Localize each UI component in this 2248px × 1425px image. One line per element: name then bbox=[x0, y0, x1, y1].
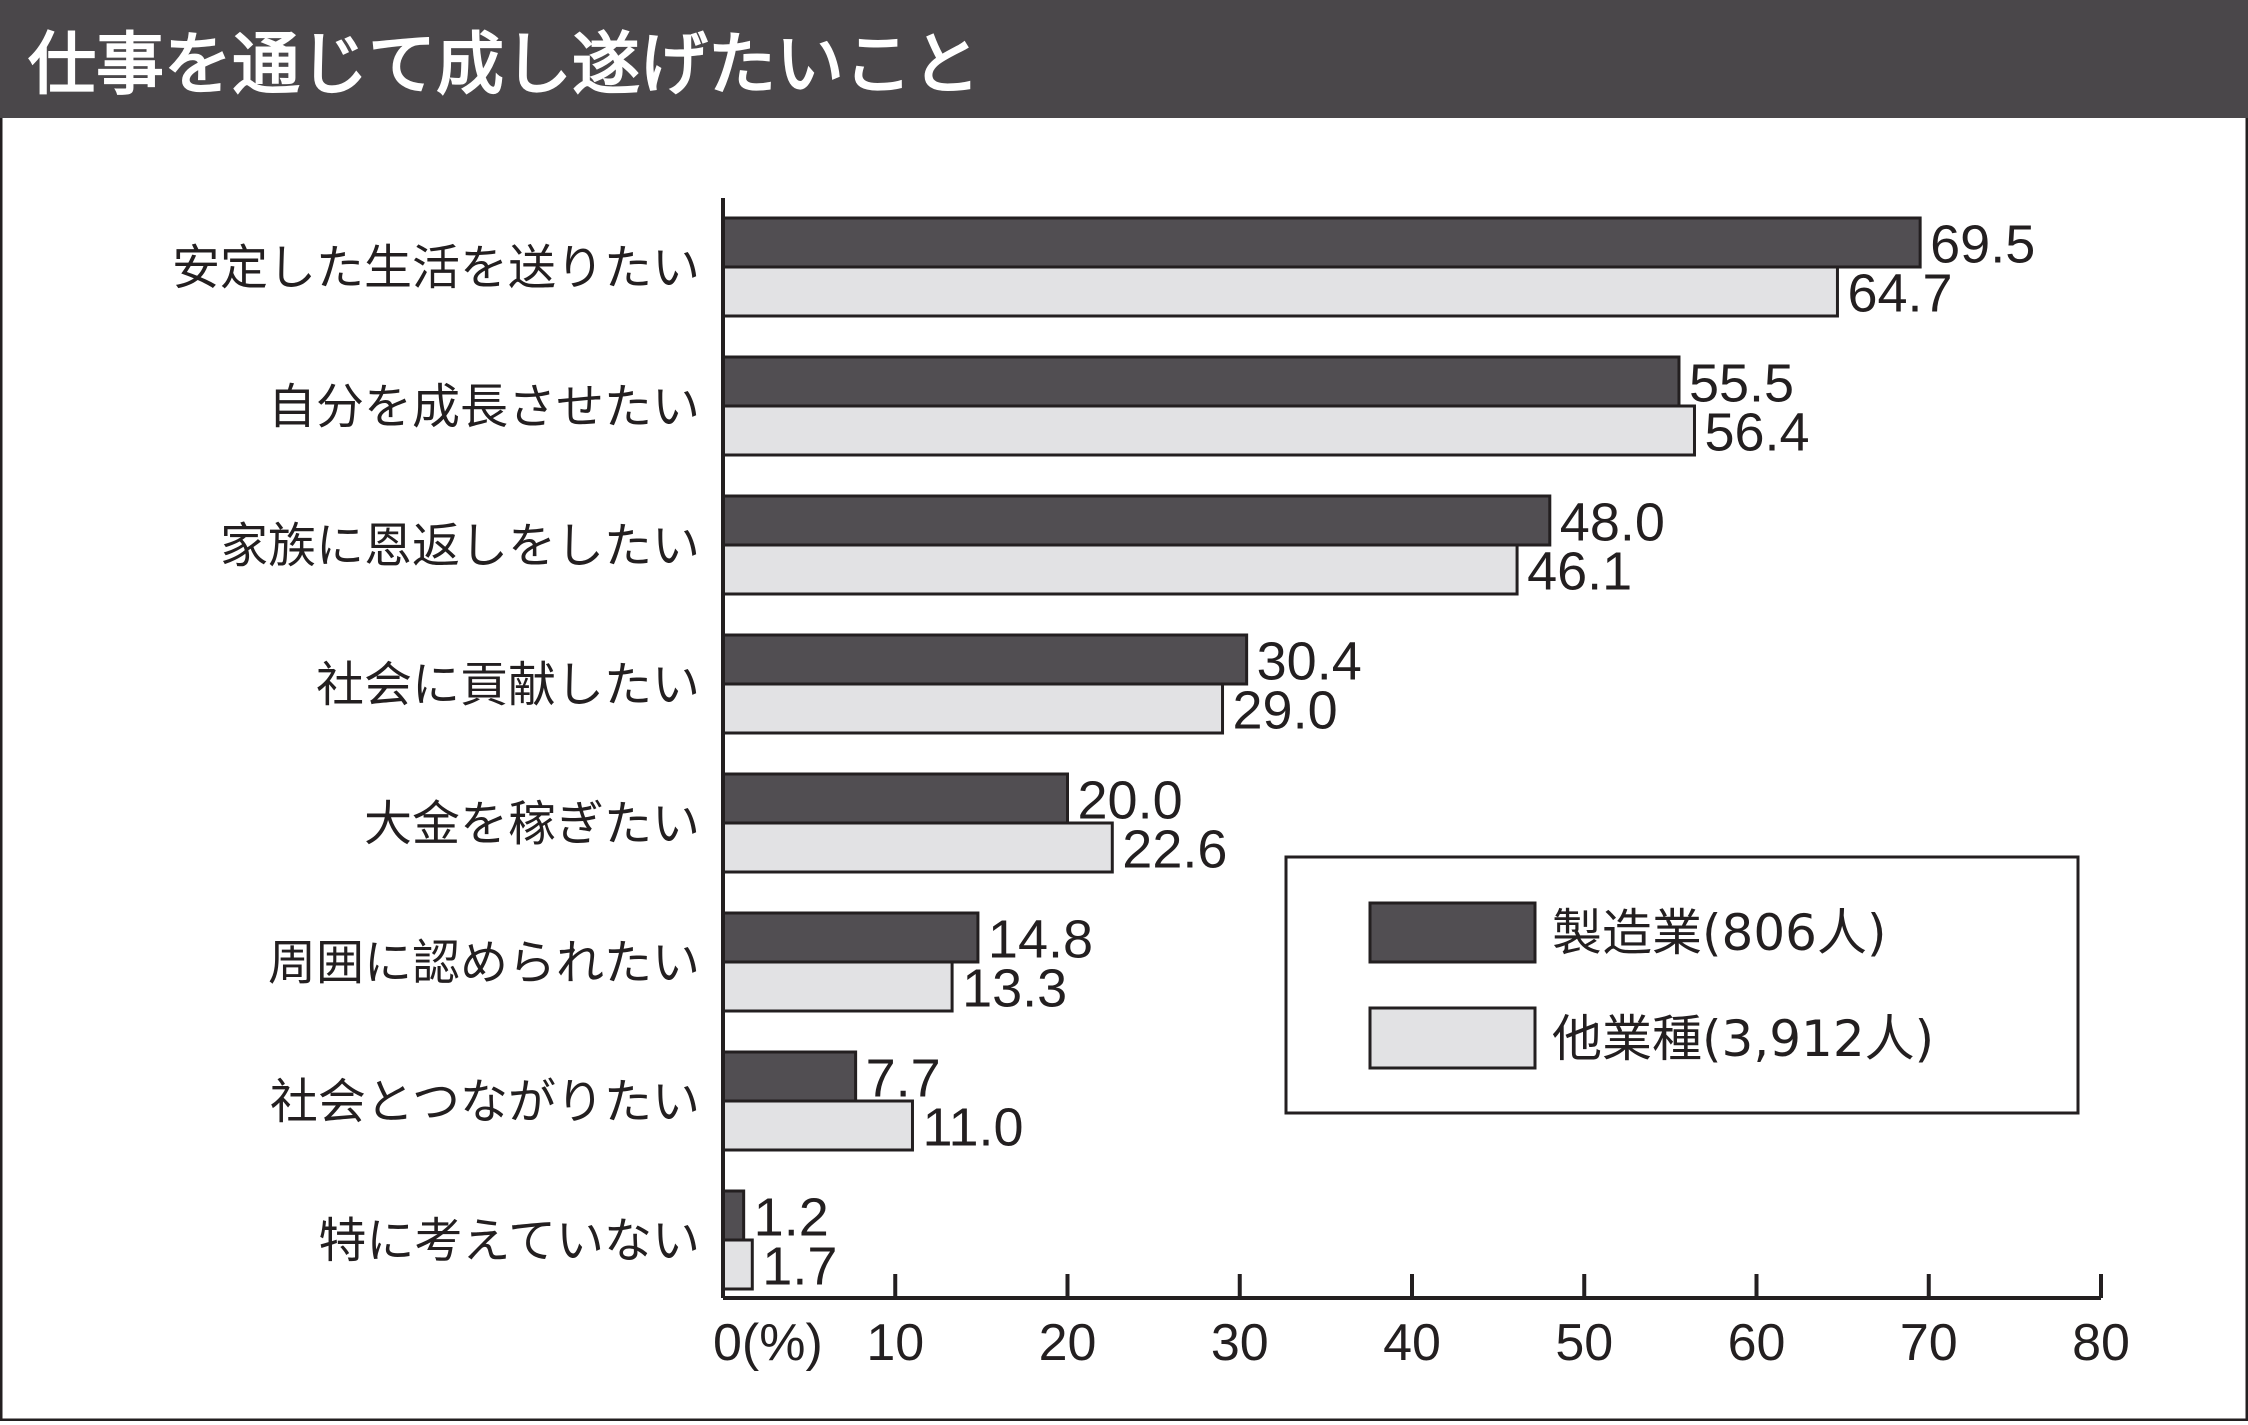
bar bbox=[721, 1050, 858, 1103]
value-label: 14.8 bbox=[988, 910, 1093, 970]
value-label: 13.3 bbox=[962, 959, 1067, 1019]
value-label: 7.7 bbox=[866, 1049, 941, 1109]
x-tick-label: 20 bbox=[1039, 1314, 1097, 1372]
category-label: 大金を稼ぎたい bbox=[364, 796, 700, 852]
value-label: 29.0 bbox=[1233, 681, 1338, 741]
category-label: 社会に貢献したい bbox=[316, 657, 700, 713]
value-label: 1.2 bbox=[754, 1188, 829, 1248]
category-label: 家族に恩返しをしたい bbox=[220, 518, 700, 574]
value-label: 64.7 bbox=[1847, 264, 1952, 324]
bar bbox=[721, 216, 1922, 269]
bar bbox=[721, 355, 1681, 408]
category-label: 特に考えていない bbox=[318, 1213, 700, 1269]
value-label: 20.0 bbox=[1078, 771, 1183, 831]
legend-swatch-other bbox=[1368, 1006, 1537, 1070]
legend-box bbox=[1284, 855, 2080, 1115]
bar bbox=[721, 1189, 746, 1242]
value-label: 56.4 bbox=[1704, 403, 1809, 463]
value-label: 69.5 bbox=[1930, 215, 2035, 275]
bar bbox=[721, 682, 1225, 735]
legend: 製造業(806人) 他業種(3,912人) bbox=[1284, 855, 2080, 1115]
bar bbox=[721, 265, 1839, 318]
value-label: 55.5 bbox=[1689, 354, 1794, 414]
x-tick-label: 30 bbox=[1211, 1314, 1269, 1372]
bar bbox=[721, 772, 1069, 825]
bar bbox=[721, 543, 1519, 596]
title-bar bbox=[0, 0, 2248, 118]
x-tick-label: 0(%) bbox=[713, 1314, 823, 1372]
x-tick-label: 10 bbox=[866, 1314, 924, 1372]
value-label: 48.0 bbox=[1560, 493, 1665, 553]
bar bbox=[721, 494, 1552, 547]
value-label: 11.0 bbox=[922, 1098, 1023, 1158]
x-tick-label: 80 bbox=[2072, 1314, 2130, 1372]
bar bbox=[721, 960, 954, 1013]
bar bbox=[721, 911, 980, 964]
x-tick-label: 60 bbox=[1728, 1314, 1786, 1372]
bar bbox=[721, 1099, 914, 1152]
value-label: 22.6 bbox=[1122, 820, 1227, 880]
category-label: 自分を成長させたい bbox=[268, 379, 700, 435]
value-label: 1.7 bbox=[762, 1237, 837, 1297]
category-label: 社会とつながりたい bbox=[270, 1074, 700, 1130]
legend-label-other: 他業種(3,912人) bbox=[1552, 1010, 1934, 1068]
bar bbox=[721, 821, 1114, 874]
chart-title: 仕事を通じて成し遂げたいこと bbox=[28, 26, 980, 105]
legend-label-manufacturing: 製造業(806人) bbox=[1552, 904, 1886, 962]
x-tick-label: 40 bbox=[1383, 1314, 1441, 1372]
bar bbox=[721, 1238, 754, 1291]
x-tick-label: 50 bbox=[1555, 1314, 1613, 1372]
category-label: 安定した生活を送りたい bbox=[172, 240, 700, 296]
x-tick-label: 70 bbox=[1900, 1314, 1958, 1372]
legend-swatch-manufacturing bbox=[1368, 901, 1537, 964]
category-label: 周囲に認められたい bbox=[268, 935, 700, 991]
bar bbox=[721, 633, 1249, 686]
bar bbox=[721, 404, 1696, 457]
value-label: 30.4 bbox=[1257, 632, 1362, 692]
value-label: 46.1 bbox=[1527, 542, 1632, 602]
